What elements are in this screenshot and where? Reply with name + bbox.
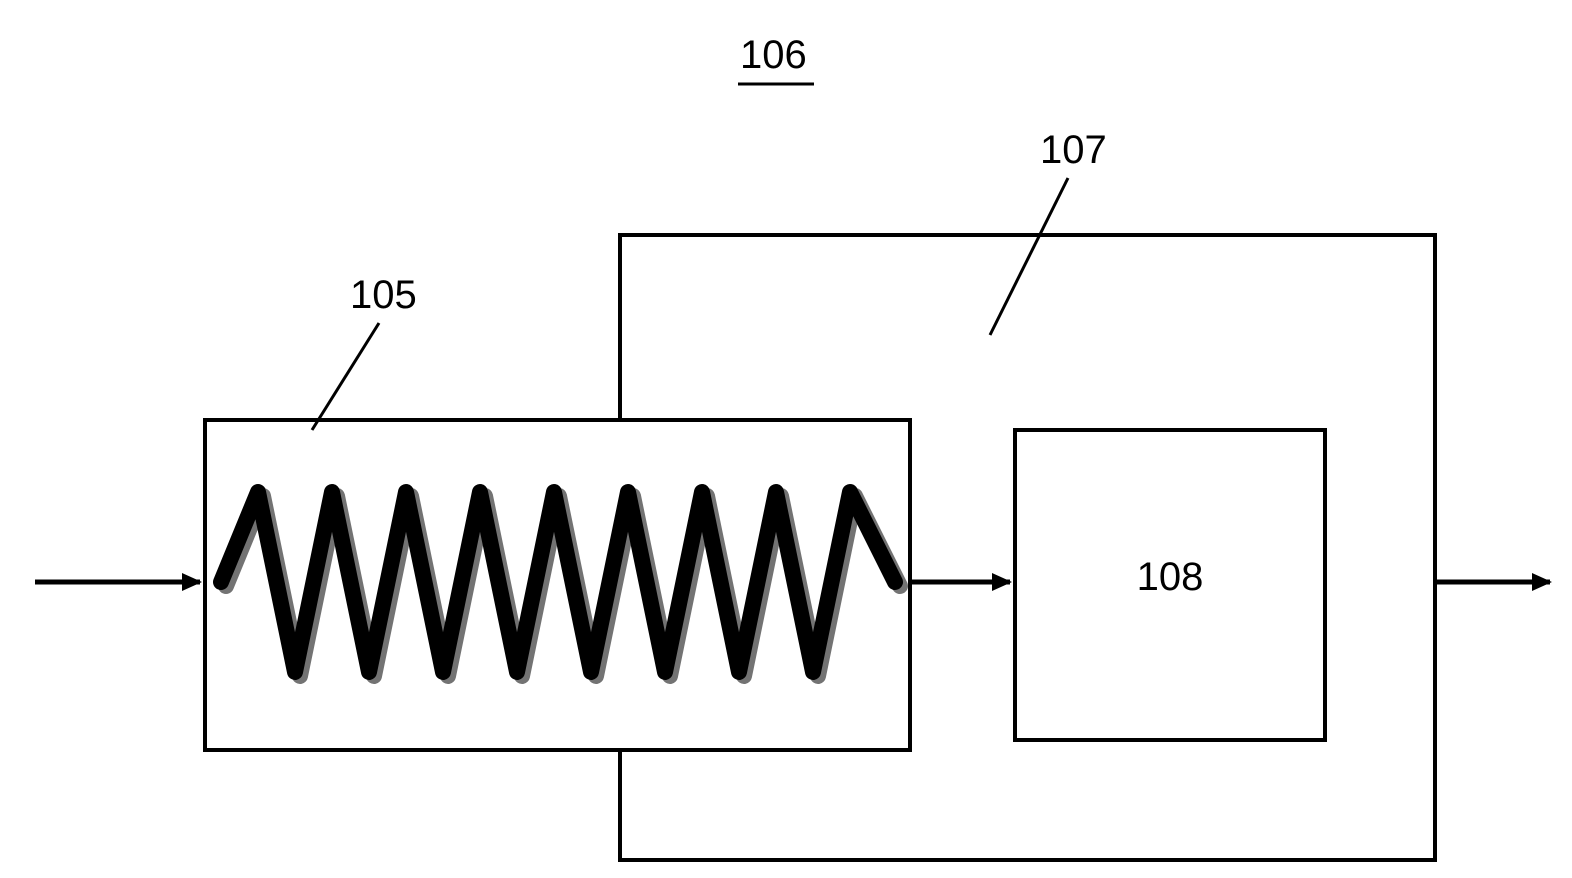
- leader-105: [312, 323, 379, 430]
- title-label: 106: [740, 33, 807, 77]
- label-107: 107: [1040, 128, 1107, 172]
- diagram-canvas: 106 107 105 108: [0, 0, 1572, 878]
- leader-107: [990, 178, 1068, 335]
- label-108: 108: [1137, 555, 1204, 599]
- label-105: 105: [350, 273, 417, 317]
